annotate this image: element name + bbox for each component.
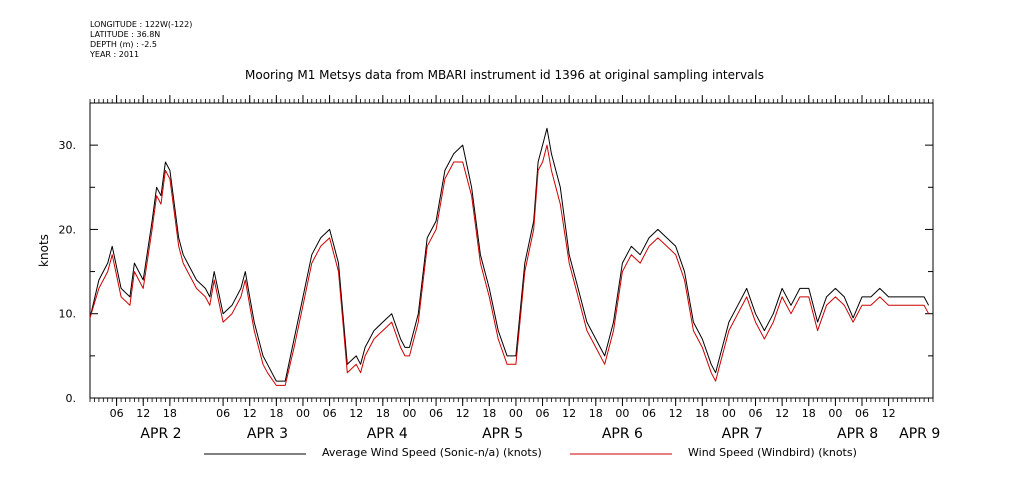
latitude-label: LATITUDE : 36.8N [90,30,161,39]
x-tick-label: 12 [882,407,896,420]
x-day-label: APR 7 [722,426,763,442]
x-tick-label: 06 [642,407,656,420]
x-tick-label: 00 [509,407,523,420]
x-tick-label: 12 [775,407,789,420]
x-tick-label: 00 [296,407,310,420]
x-day-label: APR 5 [482,426,523,442]
x-tick-label: 00 [615,407,629,420]
x-tick-label: 18 [163,407,177,420]
x-tick-label: 18 [802,407,816,420]
x-day-label: APR 8 [837,426,878,442]
x-day-label: APR 6 [602,426,643,442]
y-tick-label: 10. [59,308,77,321]
legend-label-windbird: Wind Speed (Windbird) (knots) [688,446,857,459]
x-tick-label: 06 [749,407,763,420]
longitude-label: LONGITUDE : 122W(-122) [90,20,193,29]
x-tick-label: 18 [269,407,283,420]
x-day-label: APR 3 [247,426,288,442]
y-tick-label: 20. [59,223,77,236]
chart-title: Mooring M1 Metsys data from MBARI instru… [245,68,764,82]
x-tick-label: 00 [828,407,842,420]
depth-label: DEPTH (m) : -2.5 [90,40,157,49]
x-tick-label: 06 [536,407,550,420]
x-tick-label: 18 [376,407,390,420]
x-tick-label: 12 [562,407,576,420]
x-tick-label: 12 [456,407,470,420]
x-tick-label: 18 [482,407,496,420]
x-tick-label: 18 [589,407,603,420]
x-tick-label: 00 [402,407,416,420]
x-day-label: APR 4 [367,426,408,442]
metadata-block: LONGITUDE : 122W(-122) LATITUDE : 36.8N … [90,20,192,60]
x-tick-label: 12 [669,407,683,420]
x-tick-label: 06 [855,407,869,420]
series-line-average-wind-speed [89,127,930,382]
legend-label-average: Average Wind Speed (Sonic-n/a) (knots) [322,446,542,459]
year-label: YEAR : 2011 [90,50,140,59]
series-line-windbird-wind-speed [89,144,930,386]
y-tick-label: 30. [59,139,77,152]
x-tick-label: 12 [136,407,150,420]
x-tick-label: 06 [216,407,230,420]
x-tick-label: 06 [110,407,124,420]
x-day-label: APR 2 [140,426,181,442]
y-tick-label: 0. [66,392,77,405]
x-tick-label: 12 [243,407,257,420]
x-day-label: APR 9 [899,426,940,442]
x-tick-label: 18 [695,407,709,420]
y-axis-label: knots [37,234,51,267]
x-tick-label: 00 [722,407,736,420]
x-tick-label: 12 [349,407,363,420]
x-tick-label: 06 [429,407,443,420]
x-tick-label: 06 [323,407,337,420]
